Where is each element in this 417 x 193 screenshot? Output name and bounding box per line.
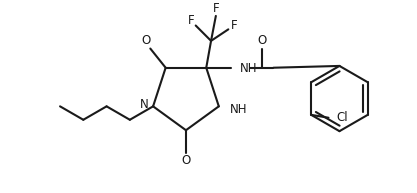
- Text: Cl: Cl: [336, 111, 348, 124]
- Text: F: F: [188, 14, 194, 27]
- Text: NH: NH: [230, 103, 248, 116]
- Text: NH: NH: [240, 62, 257, 75]
- Text: N: N: [140, 98, 148, 111]
- Text: O: O: [142, 34, 151, 47]
- Text: F: F: [213, 2, 219, 15]
- Text: O: O: [181, 154, 191, 167]
- Text: F: F: [231, 19, 237, 32]
- Text: O: O: [257, 34, 266, 47]
